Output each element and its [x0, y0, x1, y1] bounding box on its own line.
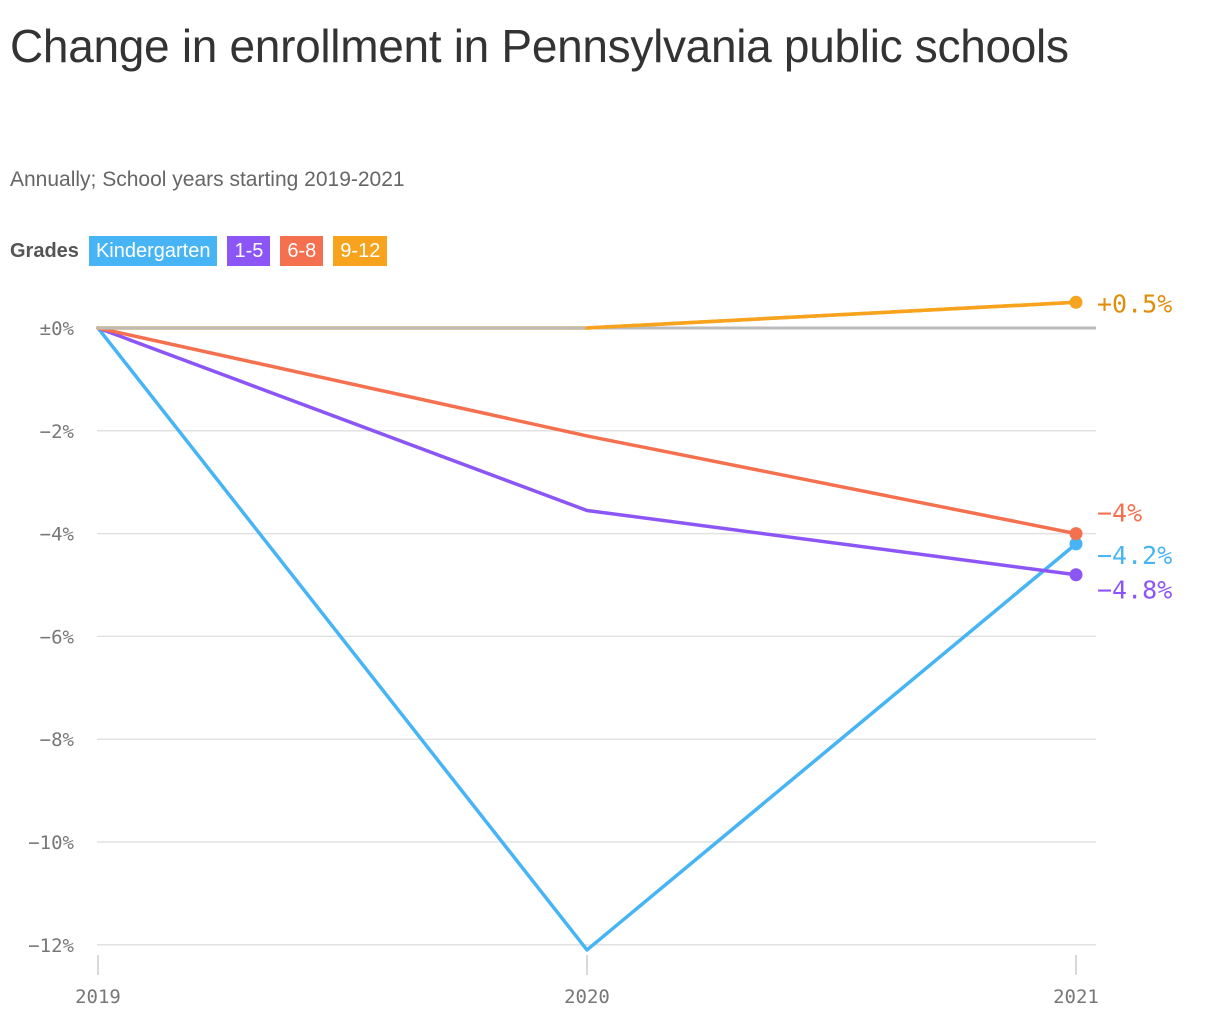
end-point-kindergarten [1069, 537, 1083, 551]
x-tick-label: 2019 [75, 986, 121, 1008]
legend: Grades Kindergarten 1-5 6-8 9-12 [10, 236, 388, 266]
y-tick-label: −6% [40, 626, 75, 648]
legend-title: Grades [10, 239, 79, 262]
chart-title: Change in enrollment in Pennsylvania pub… [10, 20, 1069, 72]
x-tick-label: 2020 [564, 986, 610, 1008]
y-tick-label: −10% [28, 832, 74, 854]
series-line-6-8 [96, 326, 1078, 536]
series-line-1-5 [96, 326, 1078, 577]
y-tick-label: −4% [40, 524, 75, 546]
chart-subtitle: Annually; School years starting 2019-202… [10, 168, 405, 191]
x-tick-label: 2021 [1053, 986, 1099, 1008]
y-tick-label: ±0% [40, 318, 75, 340]
end-point-6-8 [1069, 527, 1083, 541]
legend-item-grades-6-8: 6-8 [280, 236, 324, 266]
end-point-9-12 [1069, 295, 1083, 309]
end-point-1-5 [1069, 568, 1083, 582]
legend-item-grades-9-12: 9-12 [333, 236, 388, 266]
series-line-9-12 [96, 300, 1078, 330]
y-tick-label: −8% [40, 729, 75, 751]
y-tick-label: −12% [28, 935, 74, 957]
series-line-kindergarten [96, 326, 1078, 952]
y-tick-label: −2% [40, 421, 75, 443]
legend-item-kindergarten: Kindergarten [88, 236, 218, 266]
end-label-1-5: −4.8% [1097, 576, 1172, 605]
series-line-9-12-tail [585, 300, 1078, 330]
end-label-kindergarten: −4.2% [1097, 541, 1172, 570]
end-label-6-8: −4% [1097, 499, 1142, 528]
legend-item-grades-1-5: 1-5 [227, 236, 271, 266]
end-label-9-12: +0.5% [1097, 289, 1172, 318]
